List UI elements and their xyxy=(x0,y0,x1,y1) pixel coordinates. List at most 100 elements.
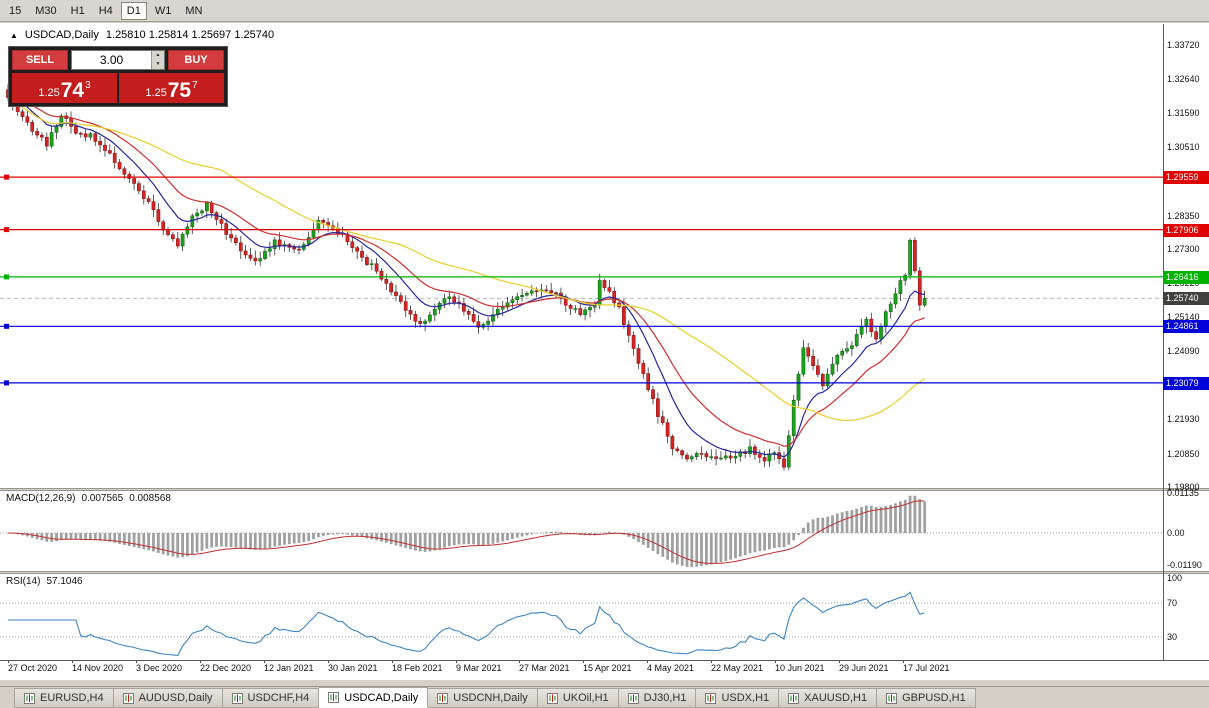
chart-tab-dj30-h1[interactable]: DJ30,H1 xyxy=(618,688,697,708)
timeframe-button-m30[interactable]: M30 xyxy=(29,2,62,20)
price-level-badge: 1.26416 xyxy=(1163,271,1209,284)
macd-pane[interactable] xyxy=(0,491,1163,571)
chart-tab-usdcnh-daily[interactable]: USDCNH,Daily xyxy=(428,688,538,708)
tab-label: DJ30,H1 xyxy=(643,692,687,704)
macd-main-value: 0.007565 xyxy=(81,493,124,504)
tab-label: XAUUSD,H1 xyxy=(804,692,868,704)
price-chart-pane[interactable] xyxy=(0,24,1163,488)
lot-increase-button[interactable]: ▲ xyxy=(152,51,164,60)
date-axis-label: 22 Dec 2020 xyxy=(200,663,252,673)
pane-separator[interactable] xyxy=(0,571,1209,574)
price-axis-tick: 1.28350 xyxy=(1167,211,1200,221)
tab-label: UKOil,H1 xyxy=(562,692,609,704)
chart-tab-audusd-daily[interactable]: AUDUSD,Daily xyxy=(113,688,223,708)
chart-tab-usdcad-daily[interactable]: USDCAD,Daily xyxy=(319,687,429,708)
date-axis-label: 14 Nov 2020 xyxy=(72,663,124,673)
date-axis-label: 29 Jun 2021 xyxy=(839,663,889,673)
price-axis-tick: 1.33720 xyxy=(1167,40,1200,50)
price-axis-tick: 1.21930 xyxy=(1167,414,1200,424)
hline-1.29559[interactable] xyxy=(0,174,1163,180)
chart-tab-eurusd-h4[interactable]: EURUSD,H4 xyxy=(14,688,114,708)
bid-price-pipette: 3 xyxy=(85,80,91,91)
tab-label: USDCHF,H4 xyxy=(247,692,310,704)
price-axis-tick: 1.26220 xyxy=(1167,278,1200,288)
tab-label: USDX,H1 xyxy=(721,692,770,704)
rsi-name: RSI(14) xyxy=(6,576,41,587)
rsi-axis-label: 30 xyxy=(1167,632,1178,642)
date-axis-label: 4 May 2021 xyxy=(647,663,695,673)
date-axis-label: 3 Dec 2020 xyxy=(136,663,183,673)
price-axis-tick: 1.25140 xyxy=(1167,312,1200,322)
candlestick-chart-icon xyxy=(122,692,134,704)
price-axis-tick: 1.30510 xyxy=(1167,142,1200,152)
timeframe-button-mn[interactable]: MN xyxy=(179,2,208,20)
pane-separator[interactable] xyxy=(0,488,1209,491)
candlestick-chart-icon xyxy=(546,692,558,704)
lot-size-field[interactable]: 3.00 ▲ ▼ xyxy=(71,50,165,70)
ma-21-line xyxy=(7,97,925,447)
ask-price-display[interactable]: 1.25 75 7 xyxy=(119,73,224,103)
timeframe-button-h4[interactable]: H4 xyxy=(93,2,119,20)
candlestick-chart-icon xyxy=(705,692,717,704)
chart-ohlc-values: 1.25810 1.25814 1.25697 1.25740 xyxy=(105,29,275,41)
chart-tabs-bar: EURUSD,H4 AUDUSD,Daily USDCHF,H4 USDCAD,Dai… xyxy=(0,686,1209,708)
price-axis-tick: 1.24090 xyxy=(1167,346,1200,356)
date-axis-label: 9 Mar 2021 xyxy=(456,663,502,673)
price-axis-tick: 1.31590 xyxy=(1167,108,1200,118)
lot-decrease-button[interactable]: ▼ xyxy=(152,60,164,69)
timeframe-toolbar: 15 M30 H1 H4 D1 W1 MN xyxy=(0,0,1209,22)
price-axis-tick: 1.29430 xyxy=(1167,176,1200,186)
rsi-line xyxy=(8,591,925,657)
date-axis-label: 12 Jan 2021 xyxy=(264,663,314,673)
chart-window: ▲ USDCAD,Daily 1.25810 1.25814 1.25697 1… xyxy=(0,23,1209,680)
date-axis-label: 17 Jul 2021 xyxy=(903,663,950,673)
chart-collapse-icon[interactable]: ▲ xyxy=(10,30,18,40)
candlestick-chart-icon xyxy=(886,692,898,704)
bid-price-display[interactable]: 1.25 74 3 xyxy=(12,73,117,103)
macd-indicator-label: MACD(12,26,9) 0.007565 0.008568 xyxy=(6,493,171,504)
macd-signal-value: 0.008568 xyxy=(129,493,171,504)
buy-button[interactable]: BUY xyxy=(168,50,224,70)
tab-label: GBPUSD,H1 xyxy=(902,692,966,704)
chart-tab-ukoil-h1[interactable]: UKOil,H1 xyxy=(537,688,619,708)
chart-tab-xauusd-h1[interactable]: XAUUSD,H1 xyxy=(779,688,878,708)
rsi-axis-label: 100 xyxy=(1167,573,1183,583)
timeframe-button-15[interactable]: 15 xyxy=(3,2,27,20)
sell-button[interactable]: SELL xyxy=(12,50,68,70)
price-axis-tick: 1.23010 xyxy=(1167,380,1200,390)
chart-tab-usdchf-h4[interactable]: USDCHF,H4 xyxy=(222,688,320,708)
hline-1.27906[interactable] xyxy=(0,227,1163,233)
ask-price-main: 75 xyxy=(167,79,192,102)
rsi-pane[interactable] xyxy=(0,574,1163,660)
candlestick-chart-icon xyxy=(328,692,340,703)
rsi-value: 57.1046 xyxy=(46,576,83,587)
candlestick-chart-icon xyxy=(24,692,35,704)
tab-label: EURUSD,H4 xyxy=(40,692,104,704)
candlestick-chart-icon xyxy=(627,692,639,704)
lot-size-value[interactable]: 3.00 xyxy=(99,53,124,67)
timeframe-button-d1[interactable]: D1 xyxy=(120,1,147,20)
date-axis-label: 30 Jan 2021 xyxy=(328,663,378,673)
tab-label: USDCNH,Daily xyxy=(453,692,528,704)
price-axis-tick: 1.27300 xyxy=(1167,244,1200,254)
hline-1.26416[interactable] xyxy=(0,274,1163,280)
date-axis-label: 27 Mar 2021 xyxy=(519,663,570,673)
price-divider xyxy=(117,73,119,103)
timeframe-button-h1[interactable]: H1 xyxy=(65,2,91,20)
ask-price-pipette: 7 xyxy=(192,80,198,91)
chart-title: ▲ USDCAD,Daily 1.25810 1.25814 1.25697 1… xyxy=(10,29,274,41)
hline-1.24861[interactable] xyxy=(0,323,1163,329)
candlesticks xyxy=(6,84,927,471)
candlestick-chart-icon xyxy=(437,692,449,704)
candlestick-chart-icon xyxy=(231,692,243,704)
rsi-indicator-label: RSI(14) 57.1046 xyxy=(6,576,83,587)
bid-price-main: 74 xyxy=(60,79,85,102)
lot-size-spinner: ▲ ▼ xyxy=(151,51,164,69)
chart-tab-gbpusd-h1[interactable]: GBPUSD,H1 xyxy=(877,688,976,708)
price-level-badge: 1.23079 xyxy=(1163,377,1209,390)
chart-tab-usdx-h1[interactable]: USDX,H1 xyxy=(696,688,780,708)
ask-price-prefix: 1.25 xyxy=(145,87,167,99)
rsi-axis-label: 70 xyxy=(1167,598,1178,608)
timeframe-button-w1[interactable]: W1 xyxy=(149,2,178,20)
hline-1.23079[interactable] xyxy=(0,380,1163,386)
